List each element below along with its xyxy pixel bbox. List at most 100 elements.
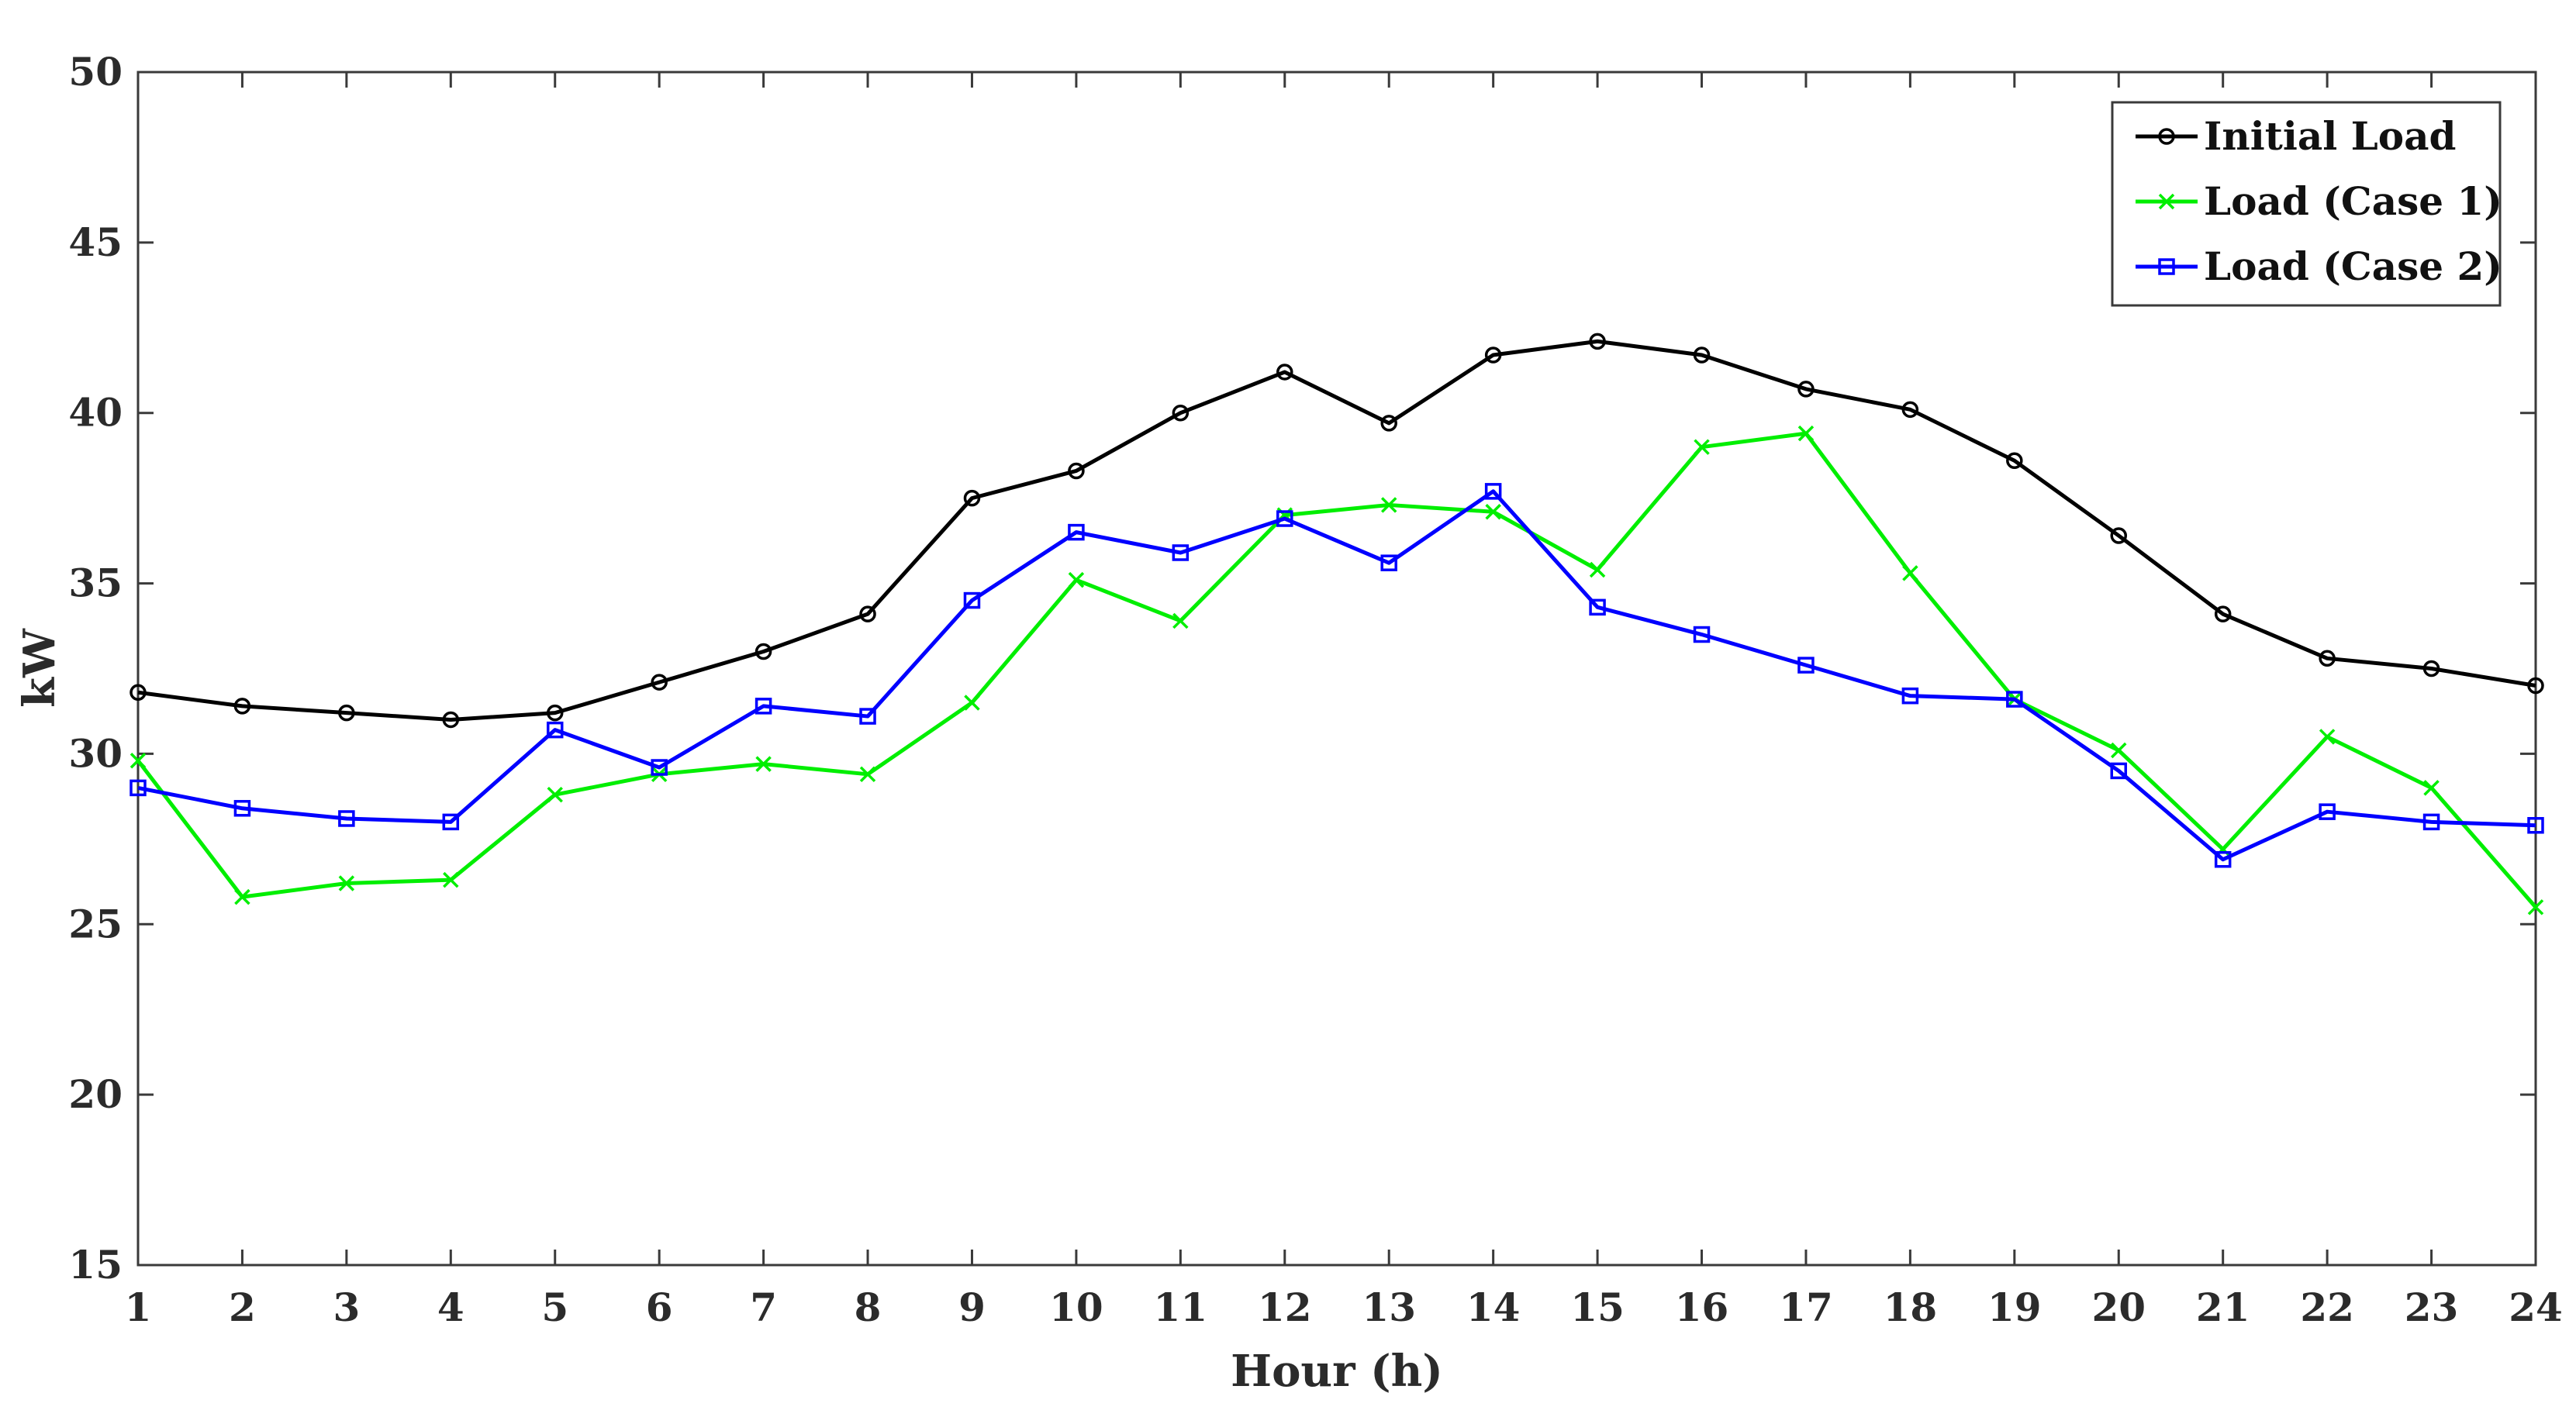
x-axis-title: Hour (h) bbox=[1231, 1346, 1443, 1397]
data-point bbox=[338, 704, 355, 722]
x-tick-label: 20 bbox=[2091, 1284, 2146, 1330]
x-tick-label: 21 bbox=[2196, 1284, 2250, 1330]
x-tick-label: 7 bbox=[750, 1284, 777, 1330]
y-tick-label: 45 bbox=[68, 219, 123, 265]
data-point bbox=[1693, 626, 1711, 643]
data-point bbox=[859, 766, 876, 783]
data-point bbox=[2527, 677, 2544, 695]
x-tick-label: 9 bbox=[958, 1284, 986, 1330]
y-tick-label: 35 bbox=[68, 560, 123, 606]
x-tick-label: 13 bbox=[1362, 1284, 1416, 1330]
data-point bbox=[2006, 452, 2023, 470]
data-point bbox=[1380, 554, 1397, 571]
data-point bbox=[129, 752, 147, 769]
data-point bbox=[754, 698, 772, 715]
data-point bbox=[1380, 497, 1397, 513]
data-point bbox=[442, 711, 460, 729]
legend-entry: Load (Case 1) bbox=[2136, 178, 2502, 224]
data-point bbox=[338, 875, 355, 891]
data-point bbox=[1589, 333, 1606, 350]
data-point bbox=[2214, 605, 2232, 622]
y-tick-label: 40 bbox=[68, 390, 123, 436]
series-3 bbox=[129, 483, 2544, 868]
x-tick-label: 14 bbox=[1466, 1284, 1521, 1330]
data-point bbox=[1068, 462, 1085, 480]
data-point bbox=[129, 684, 147, 702]
y-tick-label: 50 bbox=[68, 49, 123, 95]
data-point bbox=[1276, 364, 1293, 381]
y-axis-title: kW bbox=[14, 628, 65, 708]
data-point bbox=[651, 759, 668, 776]
data-point bbox=[546, 721, 564, 739]
series-1 bbox=[129, 333, 2544, 729]
legend-entry: Initial Load bbox=[2136, 113, 2457, 159]
legend-label: Initial Load bbox=[2204, 113, 2457, 159]
legend-swatch-marker bbox=[2158, 193, 2175, 210]
data-point bbox=[755, 756, 772, 772]
x-tick-label: 23 bbox=[2405, 1284, 2459, 1330]
data-point bbox=[2319, 650, 2336, 667]
data-point bbox=[1485, 503, 1501, 520]
x-tick-label: 4 bbox=[437, 1284, 464, 1330]
legend: Initial Load Load (Case 1) Load (Case 2) bbox=[2111, 101, 2502, 307]
x-tick-label: 1 bbox=[125, 1284, 152, 1330]
data-point bbox=[1694, 439, 1710, 455]
x-tick-label: 16 bbox=[1675, 1284, 1729, 1330]
data-point bbox=[1380, 415, 1397, 432]
data-point bbox=[1693, 346, 1711, 364]
legend-entries: Initial Load Load (Case 1) Load (Case 2) bbox=[2136, 113, 2502, 289]
data-point bbox=[963, 489, 981, 507]
data-point bbox=[233, 800, 251, 817]
legend-swatch-marker bbox=[2158, 258, 2175, 275]
legend-entry: Load (Case 2) bbox=[2136, 243, 2502, 289]
data-point bbox=[129, 779, 147, 797]
x-tick-label: 2 bbox=[229, 1284, 256, 1330]
data-point bbox=[859, 605, 876, 622]
data-point bbox=[2319, 729, 2336, 745]
data-point bbox=[1484, 346, 1502, 364]
y-tick-label: 30 bbox=[68, 730, 123, 776]
data-point bbox=[2110, 762, 2128, 780]
data-point bbox=[859, 708, 876, 725]
y-tick-label: 20 bbox=[68, 1071, 123, 1117]
data-point bbox=[1068, 523, 1085, 541]
data-point bbox=[651, 674, 668, 691]
series-line bbox=[137, 339, 2536, 722]
data-point bbox=[2214, 850, 2232, 868]
data-point bbox=[2110, 527, 2128, 544]
legend-label: Load (Case 2) bbox=[2204, 243, 2502, 289]
legend-label: Load (Case 1) bbox=[2204, 178, 2502, 224]
data-point bbox=[1902, 565, 1918, 581]
data-point bbox=[964, 695, 980, 711]
data-point bbox=[2423, 780, 2440, 796]
data-point bbox=[2527, 817, 2544, 834]
data-point bbox=[2422, 660, 2440, 677]
series-line bbox=[136, 431, 2537, 908]
data-point bbox=[2422, 813, 2440, 831]
x-tick-label: 17 bbox=[1779, 1284, 1833, 1330]
data-point bbox=[1901, 401, 1919, 419]
data-point bbox=[1797, 657, 1815, 674]
x-tick-label: 15 bbox=[1570, 1284, 1625, 1330]
x-tick-label: 11 bbox=[1154, 1284, 1208, 1330]
x-tick-label: 8 bbox=[855, 1284, 882, 1330]
x-tick-label: 5 bbox=[541, 1284, 568, 1330]
series-layer bbox=[129, 333, 2544, 915]
series-line bbox=[137, 489, 2536, 862]
x-tick-label: 22 bbox=[2300, 1284, 2354, 1330]
data-point bbox=[2006, 691, 2023, 708]
data-point bbox=[442, 813, 460, 831]
y-tick-label: 15 bbox=[68, 1242, 123, 1288]
x-tick-label: 18 bbox=[1884, 1284, 1938, 1330]
data-point bbox=[1797, 425, 1815, 442]
data-point bbox=[754, 643, 772, 660]
data-point bbox=[1172, 404, 1190, 422]
data-point bbox=[1589, 561, 1606, 578]
data-point bbox=[1068, 571, 1085, 588]
data-point bbox=[547, 786, 563, 803]
axis-ticks: 1 2 3 4 5 6 7 8 9 10 11 12 13 14 15 16 17 18 19 20 21 22 23 241… bbox=[68, 49, 2562, 1330]
data-point bbox=[2111, 742, 2127, 759]
data-point bbox=[1172, 544, 1190, 561]
